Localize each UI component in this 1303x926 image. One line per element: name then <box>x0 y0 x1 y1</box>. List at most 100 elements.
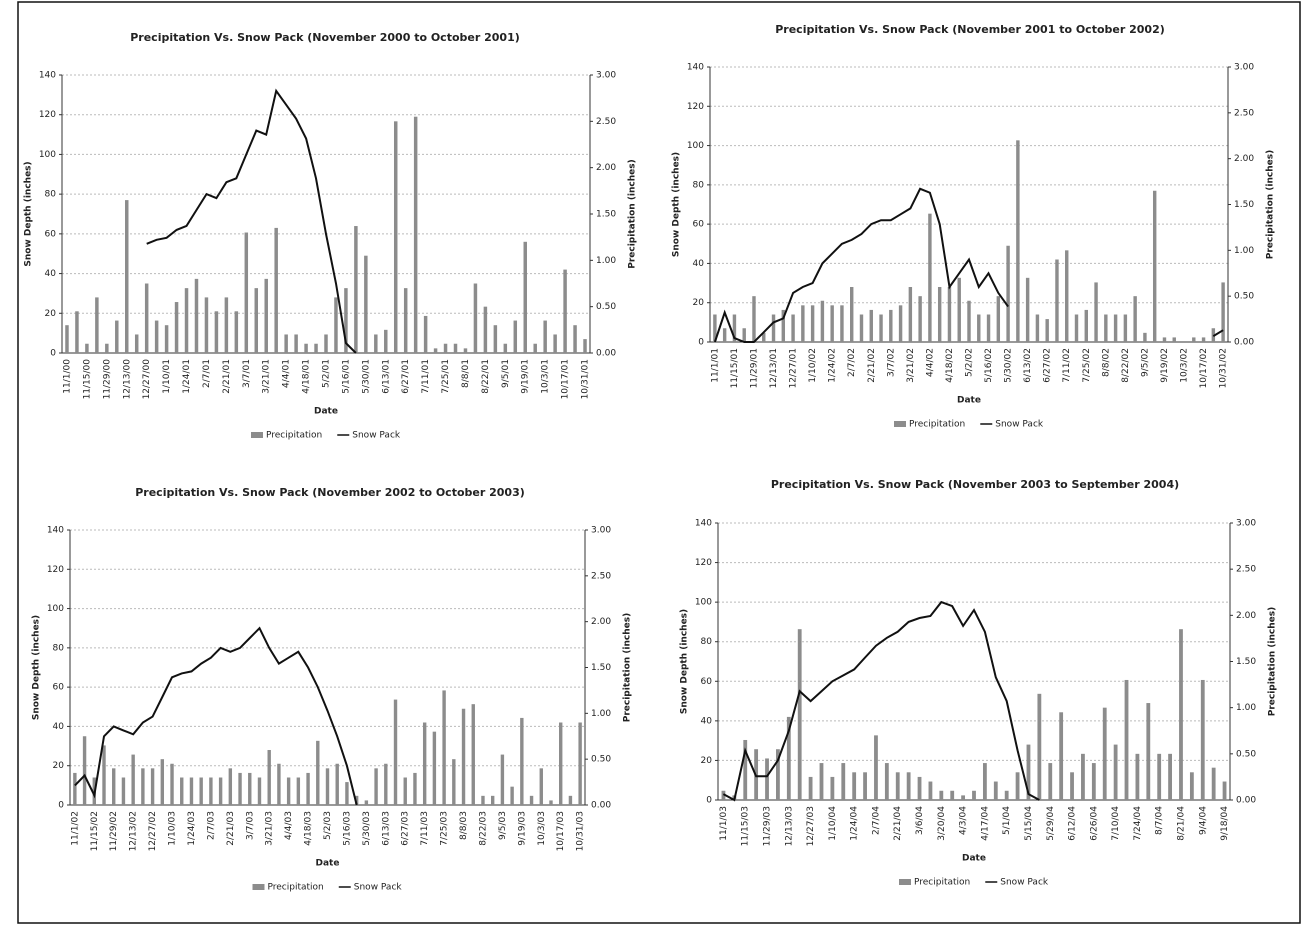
bar <box>131 754 135 805</box>
bar <box>1059 712 1064 800</box>
bar <box>1201 337 1206 342</box>
x-tick-label: 6/13/01 <box>381 359 391 394</box>
y-tick-label: 0 <box>58 801 64 811</box>
y-tick-label: 20 <box>45 309 57 319</box>
y2-tick-label: 2.00 <box>1234 154 1254 164</box>
bar <box>294 334 298 353</box>
bar <box>1211 767 1216 800</box>
bar <box>543 320 547 353</box>
bar <box>304 343 308 353</box>
bar <box>393 121 398 353</box>
y2-tick-label: 1.00 <box>591 709 611 719</box>
y-tick-label: 80 <box>701 637 713 647</box>
x-axis-title: Date <box>957 396 981 406</box>
x-tick-label: 6/27/03 <box>401 811 411 846</box>
x-tick-label: 4/3/04 <box>959 806 969 835</box>
bar <box>510 786 514 805</box>
bar <box>65 325 69 353</box>
bar <box>112 768 116 805</box>
bar <box>1091 763 1096 800</box>
legend-label: Snow Pack <box>1000 878 1049 888</box>
y2-axis-title: Precipitation (inches) <box>623 613 633 723</box>
bar <box>82 736 87 805</box>
x-tick-label: 11/29/00 <box>102 359 112 400</box>
bar <box>743 739 748 800</box>
bar <box>889 309 893 342</box>
x-tick-label: 10/31/03 <box>576 811 586 851</box>
bar <box>423 315 428 353</box>
x-tick-label: 10/17/01 <box>561 359 571 399</box>
x-tick-label: 6/27/01 <box>401 359 411 394</box>
y2-tick-label: 2.50 <box>1234 108 1254 118</box>
x-tick-label: 1/24/04 <box>850 806 860 841</box>
bar <box>830 305 834 342</box>
x-tick-label: 7/11/01 <box>421 359 431 394</box>
bar <box>374 768 378 805</box>
bar <box>884 763 889 800</box>
x-tick-label: 6/13/02 <box>1023 348 1033 383</box>
x-tick-label: 12/13/01 <box>769 348 779 388</box>
x-tick-label: 5/15/04 <box>1024 806 1034 841</box>
x-tick-label: 7/10/04 <box>1111 806 1121 841</box>
y2-axis-title: Precipitation (inches) <box>1266 150 1276 260</box>
bar <box>732 314 737 342</box>
y-tick-label: 60 <box>45 229 57 239</box>
bar <box>403 288 408 353</box>
x-tick-label: 8/22/02 <box>1121 348 1131 383</box>
y2-tick-label: 2.50 <box>1236 565 1256 575</box>
bar <box>471 704 475 805</box>
bar <box>869 309 873 342</box>
x-tick-label: 5/16/02 <box>984 348 994 383</box>
bar <box>218 777 223 805</box>
y-tick-label: 80 <box>53 643 65 653</box>
legend-label: Precipitation <box>914 878 970 888</box>
x-tick-label: 3/21/03 <box>265 811 275 846</box>
bar <box>1104 314 1108 342</box>
bar <box>452 759 456 805</box>
bar <box>209 777 213 805</box>
x-tick-label: 1/10/04 <box>828 806 838 841</box>
y-tick-label: 140 <box>687 63 704 73</box>
bar <box>850 287 854 342</box>
x-tick-label: 4/17/04 <box>980 806 990 841</box>
y-tick-label: 80 <box>45 190 57 200</box>
bar <box>141 768 145 805</box>
x-tick-label: 6/12/04 <box>1068 806 1078 841</box>
x-tick-label: 5/2/03 <box>323 811 333 840</box>
bar <box>918 296 922 342</box>
y-axis-title: Snow Depth (inches) <box>672 152 682 257</box>
y2-tick-label: 0.00 <box>591 801 611 811</box>
x-tick-label: 4/4/02 <box>925 348 935 377</box>
line <box>722 600 1040 802</box>
bar <box>413 116 418 353</box>
frame <box>17 1 1301 924</box>
line <box>146 88 357 354</box>
x-tick-label: 10/17/03 <box>556 811 566 851</box>
y-tick-label: 40 <box>45 269 57 279</box>
x-tick-label: 11/1/02 <box>70 811 80 846</box>
bar <box>898 305 903 342</box>
bar <box>1065 250 1069 342</box>
x-tick-label: 4/4/01 <box>282 359 292 388</box>
x-tick-label: 9/18/04 <box>1220 806 1230 841</box>
x-tick-label: 9/5/02 <box>1140 348 1150 377</box>
legend-swatch <box>899 879 911 885</box>
bar <box>986 314 991 342</box>
bar <box>244 232 249 353</box>
chart-title: Precipitation Vs. Snow Pack (November 20… <box>135 486 525 499</box>
bar <box>174 302 179 353</box>
bar <box>413 772 417 805</box>
x-tick-label: 3/20/04 <box>937 806 947 841</box>
bar <box>583 339 587 353</box>
x-tick-label: 9/19/03 <box>517 811 527 846</box>
y-axis-title: Snow Depth (inches) <box>680 609 690 714</box>
bar <box>553 334 557 353</box>
y-tick-label: 20 <box>53 761 65 771</box>
bar <box>972 790 976 800</box>
bar <box>917 776 922 800</box>
line <box>713 187 1224 343</box>
x-tick-label: 7/11/03 <box>420 811 430 846</box>
bar <box>810 305 815 342</box>
bar <box>937 287 942 342</box>
